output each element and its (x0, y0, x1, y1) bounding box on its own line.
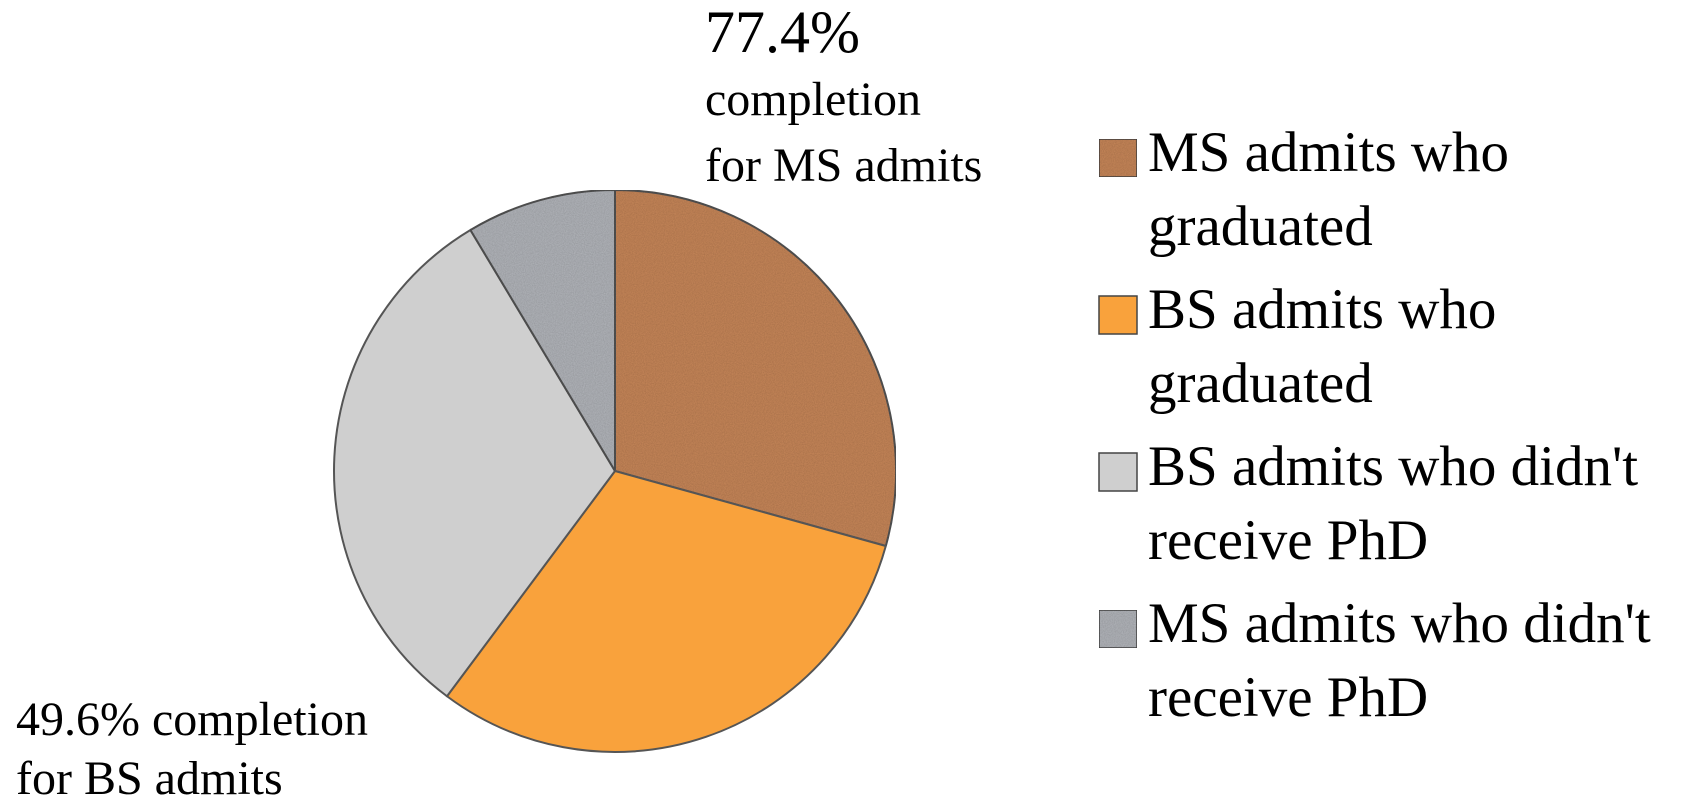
annotation: 77.4% (705, 0, 860, 65)
legend-marker (1098, 609, 1138, 649)
legend-marker (1098, 295, 1138, 335)
annotation: 49.6% completion (16, 693, 368, 746)
legend-marker (1098, 452, 1138, 492)
annotation: for MS admits (705, 139, 982, 192)
legend-label: BS admits who didn't receive PhD (1148, 435, 1638, 572)
pie-slice (333, 228, 617, 698)
legend-label: BS admits who graduated (1148, 278, 1496, 415)
legend-label: MS admits who graduated (1148, 121, 1509, 258)
pie-slice (614, 188, 897, 548)
legend-label: MS admits who didn't receive PhD (1148, 592, 1651, 729)
legend-marker (1098, 138, 1138, 178)
pie-slice (445, 469, 888, 753)
pie-slice (469, 188, 616, 475)
annotation: completion (705, 73, 921, 126)
annotation: for BS admits (16, 752, 283, 805)
